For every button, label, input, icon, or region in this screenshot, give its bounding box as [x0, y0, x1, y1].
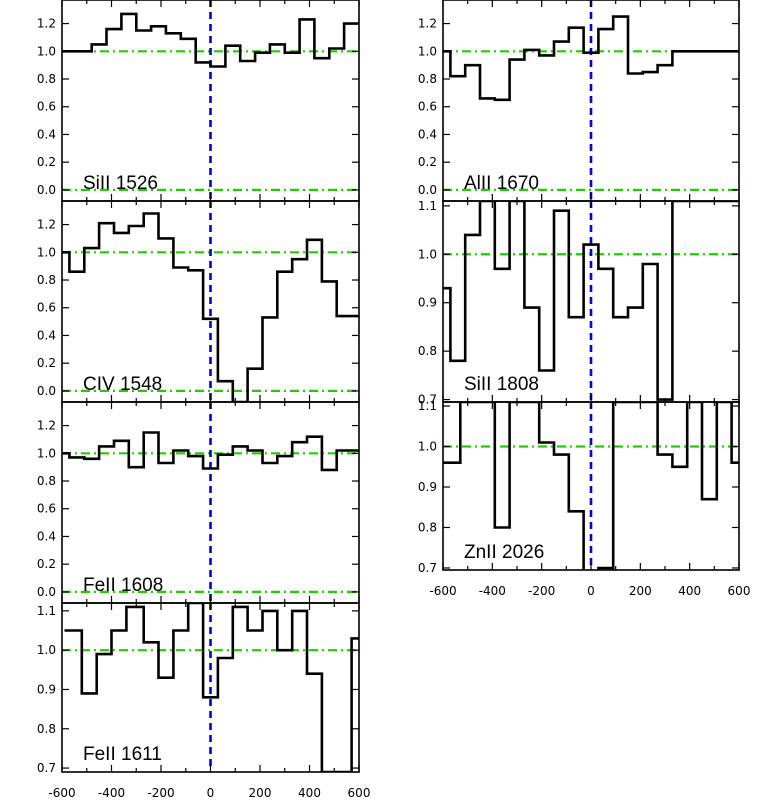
x-tick-label: -600	[48, 786, 75, 800]
panel-siii-1526: 0.0 0.2 0.4 0.6 0.8 1.0 1.2 SiII 1526	[37, 0, 360, 202]
x-tick-label: -400	[479, 584, 506, 598]
y-tick-label: 1.0	[37, 44, 56, 58]
panel-ion-label: SiII 1808	[464, 374, 539, 395]
panel-feii-1611: 0.7 0.8 0.9 1.0 1.1 -600 -400 -200 0 200 400 600 FeI…	[37, 602, 371, 800]
y-tick-label: 1.0	[37, 643, 56, 657]
x-tick-label: 0	[207, 786, 215, 800]
spectrum-series	[64, 603, 359, 772]
panel-alii-1670: 0.0 0.2 0.4 0.6 0.8 1.0 1.2 AlII 1670	[418, 0, 740, 202]
panel-siii-1808: 0.7 0.8 0.9 1.0 1.1 SiII 1808	[418, 199, 740, 407]
y-tick-label: 0.4	[37, 127, 56, 141]
y-tick-label: 1.0	[418, 247, 437, 261]
x-tick-label: 600	[348, 786, 371, 800]
y-tick-label: 0.8	[37, 72, 56, 86]
x-tick-label: 400	[298, 786, 321, 800]
y-tick-label: 0.6	[37, 502, 56, 516]
y-tick-label: 1.1	[418, 199, 437, 213]
y-tick-label: 1.0	[37, 446, 56, 460]
y-tick-label: 1.2	[37, 419, 56, 433]
y-tick-label: 0.4	[418, 127, 437, 141]
y-tick-label: 0.2	[37, 356, 56, 370]
y-tick-label: 1.0	[418, 44, 437, 58]
y-tick-label: 0.9	[37, 682, 56, 696]
spectrum-series	[443, 402, 739, 570]
spectrum-series	[443, 15, 739, 102]
spectrum-series	[443, 201, 739, 401]
x-tick-label: 200	[249, 786, 272, 800]
x-tick-label: -600	[429, 584, 456, 598]
y-tick-label: 0.4	[37, 328, 56, 342]
y-tick-label: 0.8	[418, 520, 437, 534]
x-tick-label: -200	[147, 786, 174, 800]
y-tick-label: 0.8	[418, 344, 437, 358]
y-tick-label: 0.0	[37, 384, 56, 398]
y-tick-label: 1.2	[418, 17, 437, 31]
y-tick-label: 0.0	[37, 183, 56, 197]
panel-ion-label: AlII 1670	[464, 173, 539, 194]
spectrum-series	[62, 212, 359, 402]
panel-ion-label: CIV 1548	[83, 374, 162, 395]
y-tick-label: 0.7	[37, 761, 56, 775]
panel-ion-label: ZnII 2026	[464, 542, 544, 563]
y-tick-label: 0.4	[37, 529, 56, 543]
panel-civ-1548: 0.0 0.2 0.4 0.6 0.8 1.0 1.2 CIV 1548	[37, 200, 360, 403]
y-tick-label: 1.1	[418, 399, 437, 413]
y-tick-label: 0.8	[37, 722, 56, 736]
spectrum-series	[62, 12, 359, 68]
panel-znii-2026: 0.7 0.8 0.9 1.0 1.1 -600 -400 -200 0 200 400 600 ZnI…	[418, 399, 751, 598]
panel-ion-label: SiII 1526	[83, 173, 158, 194]
y-tick-label: 0.8	[418, 72, 437, 86]
x-tick-label: -200	[528, 584, 555, 598]
panel-feii-1608: 0.0 0.2 0.4 0.6 0.8 1.0 1.2 FeII 1608	[37, 401, 360, 604]
y-tick-label: 1.2	[37, 17, 56, 31]
y-tick-label: 0.7	[418, 393, 437, 407]
spectrum-series	[62, 431, 359, 472]
panel-ion-label: FeII 1608	[83, 575, 163, 596]
y-tick-label: 1.0	[418, 440, 437, 454]
x-tick-label: 0	[587, 584, 595, 598]
y-tick-label: 0.6	[37, 301, 56, 315]
y-tick-label: 1.1	[37, 604, 56, 618]
y-tick-label: 0.2	[37, 155, 56, 169]
panel-ion-label: FeII 1611	[83, 744, 162, 765]
y-tick-label: 0.9	[418, 480, 437, 494]
y-tick-label: 0.8	[37, 273, 56, 287]
y-tick-label: 0.6	[418, 100, 437, 114]
x-tick-label: 200	[629, 584, 652, 598]
y-tick-label: 0.7	[418, 561, 437, 575]
y-tick-label: 0.2	[418, 155, 437, 169]
y-tick-label: 0.0	[418, 183, 437, 197]
y-tick-label: 1.0	[37, 245, 56, 259]
y-tick-label: 1.2	[37, 218, 56, 232]
x-tick-label: -400	[98, 786, 125, 800]
x-tick-label: 400	[678, 584, 701, 598]
y-tick-label: 0.6	[37, 100, 56, 114]
y-tick-label: 0.0	[37, 585, 56, 599]
y-tick-label: 0.9	[418, 296, 437, 310]
x-tick-label: 600	[728, 584, 751, 598]
y-tick-label: 0.8	[37, 474, 56, 488]
y-tick-label: 0.2	[37, 557, 56, 571]
